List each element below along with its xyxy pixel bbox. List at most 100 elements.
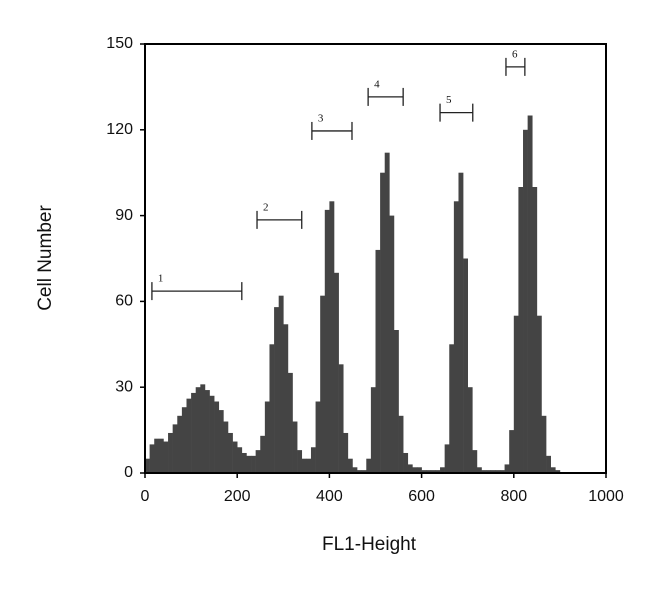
bar bbox=[546, 455, 551, 473]
bar bbox=[283, 324, 289, 473]
bar bbox=[260, 435, 266, 473]
bar bbox=[172, 424, 178, 473]
bar bbox=[214, 401, 220, 473]
bar bbox=[527, 115, 533, 473]
y-tick-label: 120 bbox=[106, 121, 133, 138]
bar bbox=[329, 201, 335, 474]
bar bbox=[347, 458, 353, 473]
bar bbox=[458, 172, 464, 473]
bar bbox=[154, 438, 160, 473]
bar bbox=[384, 152, 390, 473]
bar bbox=[278, 295, 284, 473]
bar bbox=[264, 401, 270, 473]
bar bbox=[163, 441, 169, 473]
bar bbox=[416, 467, 422, 473]
bar bbox=[380, 172, 386, 473]
bar bbox=[181, 407, 187, 473]
bar bbox=[246, 455, 252, 473]
bar bbox=[449, 344, 455, 473]
bar bbox=[453, 201, 459, 474]
bar bbox=[467, 387, 473, 473]
bar bbox=[218, 410, 224, 473]
x-axis-title: FL1-Height bbox=[322, 534, 417, 555]
x-tick-label: 600 bbox=[408, 488, 435, 505]
y-tick-label: 150 bbox=[106, 35, 133, 52]
bar bbox=[168, 432, 173, 473]
bar bbox=[541, 415, 547, 473]
y-tick-label: 0 bbox=[124, 464, 133, 481]
y-tick-label: 30 bbox=[115, 378, 133, 395]
bar bbox=[495, 470, 501, 473]
bar bbox=[191, 392, 197, 473]
bar bbox=[518, 187, 524, 473]
y-axis-title: Cell Number bbox=[35, 205, 56, 311]
bar bbox=[375, 249, 381, 473]
bar bbox=[343, 432, 349, 473]
bar bbox=[389, 215, 395, 473]
bar bbox=[204, 390, 210, 473]
bar bbox=[430, 470, 436, 473]
bar bbox=[536, 315, 542, 473]
bar bbox=[504, 464, 510, 473]
bar bbox=[310, 447, 316, 473]
bar bbox=[444, 444, 450, 473]
bar bbox=[149, 444, 155, 473]
bar bbox=[361, 470, 367, 473]
y-tick-label: 60 bbox=[115, 293, 133, 310]
plot-frame bbox=[144, 43, 607, 474]
bar bbox=[393, 330, 399, 473]
bar bbox=[440, 467, 445, 473]
bar bbox=[145, 458, 150, 473]
bar bbox=[301, 458, 307, 473]
x-tick-label: 200 bbox=[224, 488, 251, 505]
bar bbox=[274, 307, 279, 473]
gate-label: 4 bbox=[374, 78, 380, 90]
gate-label: 3 bbox=[318, 112, 324, 124]
bar bbox=[426, 470, 432, 473]
bar bbox=[523, 129, 528, 474]
bar bbox=[255, 450, 261, 473]
bar bbox=[315, 401, 321, 473]
bar bbox=[463, 258, 468, 473]
bar bbox=[334, 272, 339, 473]
bar bbox=[550, 467, 556, 473]
bar bbox=[398, 415, 404, 473]
bar bbox=[292, 421, 298, 473]
bar bbox=[481, 470, 487, 473]
bar bbox=[532, 187, 538, 473]
bar bbox=[241, 452, 247, 473]
bar bbox=[209, 395, 215, 473]
bar bbox=[555, 470, 561, 473]
bar bbox=[287, 372, 293, 473]
bar bbox=[366, 458, 372, 473]
bar bbox=[403, 452, 409, 473]
bar bbox=[509, 430, 515, 473]
bar bbox=[352, 467, 358, 473]
bar bbox=[370, 387, 376, 473]
bar bbox=[237, 447, 243, 473]
bar bbox=[251, 455, 256, 473]
x-tick-label: 1000 bbox=[588, 488, 624, 505]
gate-label: 5 bbox=[446, 94, 452, 106]
gate-label: 1 bbox=[158, 273, 164, 285]
bar bbox=[297, 450, 303, 473]
bar bbox=[435, 470, 441, 473]
bar bbox=[472, 450, 478, 473]
bar bbox=[490, 470, 496, 473]
bar bbox=[186, 398, 192, 473]
y-tick-label: 90 bbox=[115, 207, 133, 224]
bar bbox=[476, 467, 482, 473]
bar bbox=[513, 315, 519, 473]
bar bbox=[232, 441, 238, 473]
bar bbox=[177, 415, 183, 473]
bar bbox=[407, 464, 413, 473]
bar bbox=[320, 295, 326, 473]
bar bbox=[227, 432, 233, 473]
bar bbox=[324, 209, 330, 473]
x-tick-label: 800 bbox=[500, 488, 527, 505]
bar bbox=[338, 364, 344, 473]
bar bbox=[200, 384, 206, 473]
bar bbox=[306, 458, 312, 473]
bar bbox=[269, 344, 275, 473]
